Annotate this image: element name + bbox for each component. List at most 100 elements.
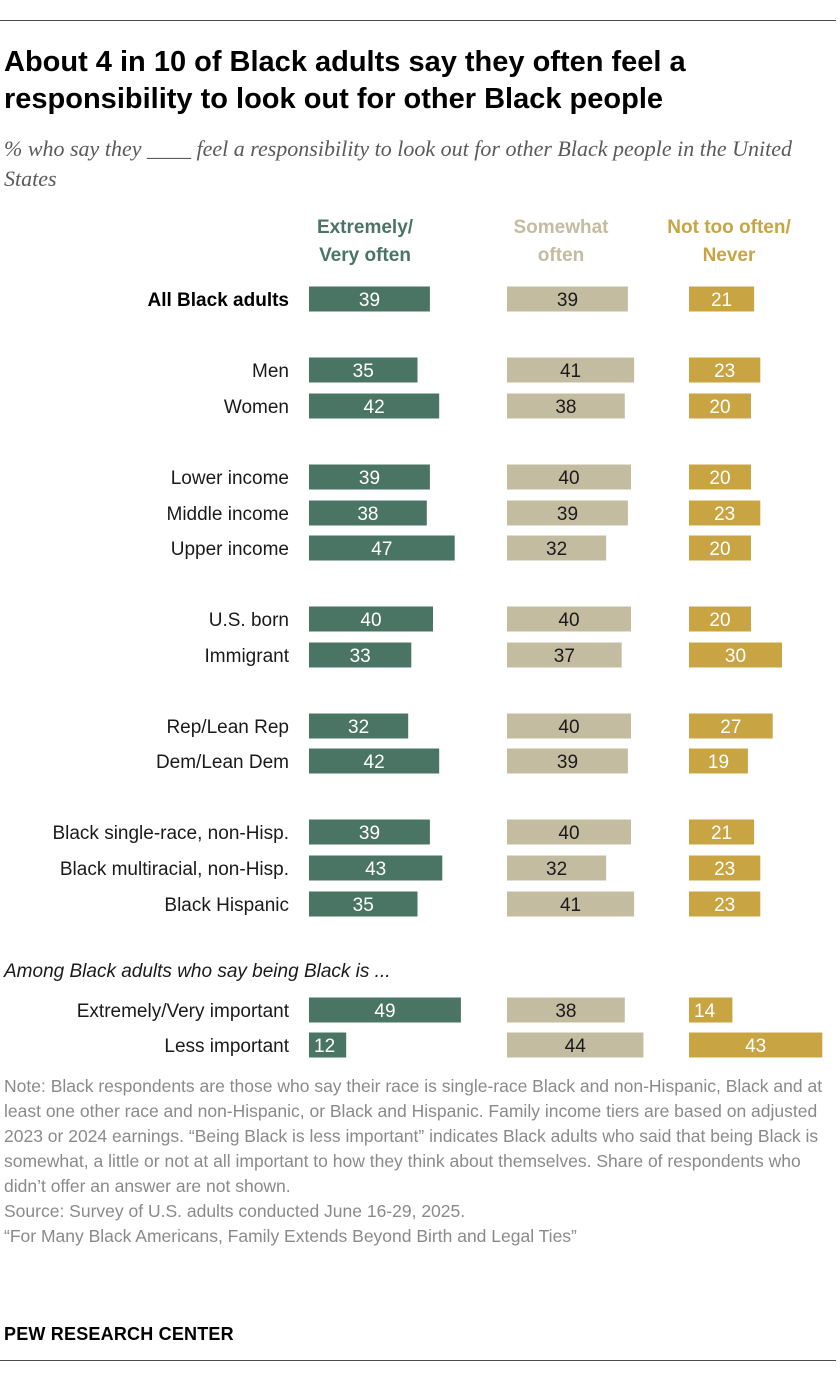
- bar-value-label: 40: [558, 717, 579, 738]
- bar-value-label: 19: [708, 752, 729, 773]
- row-label: U.S. born: [209, 610, 289, 631]
- bar-1: [309, 997, 461, 1023]
- bar-1: [309, 891, 418, 917]
- bar-value-label: 21: [711, 823, 732, 844]
- bar-1: [309, 286, 430, 312]
- bar-value-label: 47: [371, 539, 392, 560]
- bar-2: [507, 997, 625, 1023]
- row-label: Women: [224, 397, 289, 418]
- bar-value-label: 32: [546, 859, 567, 880]
- bar-value-label: 39: [359, 823, 380, 844]
- bar-1: [309, 500, 427, 526]
- bar-1: [309, 819, 430, 845]
- bar-value-label: 20: [709, 610, 730, 631]
- bar-value-label: 43: [745, 1036, 766, 1057]
- bar-1: [309, 393, 440, 419]
- row-label: Middle income: [167, 504, 290, 525]
- bar-2: [507, 464, 631, 490]
- bar-2: [507, 713, 631, 739]
- bar-value-label: 27: [720, 717, 741, 738]
- bar-3: [689, 535, 751, 561]
- bar-3: [689, 357, 761, 383]
- bar-2: [507, 357, 635, 383]
- bar-1: [309, 748, 440, 774]
- bar-value-label: 23: [714, 361, 735, 382]
- bar-value-label: 44: [565, 1036, 587, 1057]
- bar-value-label: 23: [714, 895, 735, 916]
- bar-value-label: 43: [365, 859, 386, 880]
- bar-1: [309, 855, 443, 881]
- bar-2: [507, 606, 631, 632]
- bar-value-label: 20: [709, 539, 730, 560]
- bar-value-label: 23: [714, 859, 735, 880]
- brand-logo-text: PEW RESEARCH CENTER: [4, 1324, 234, 1344]
- series-header-2: often: [538, 245, 584, 266]
- row-label: Upper income: [171, 539, 289, 560]
- bar-3: [689, 464, 751, 490]
- bar-value-label: 49: [374, 1001, 395, 1022]
- series-header-3: Not too often/: [667, 217, 791, 238]
- bar-value-label: 40: [558, 468, 579, 489]
- bar-chart: Extremely/Very often Somewhat often Not too…: [3, 217, 823, 1058]
- bar-value-label: 30: [725, 646, 746, 667]
- bar-value-label: 38: [555, 1001, 576, 1022]
- bar-3: [689, 891, 761, 917]
- bar-2: [507, 642, 622, 668]
- bar-value-label: 39: [359, 468, 380, 489]
- row-label: Immigrant: [205, 646, 290, 667]
- source-text: Source: Survey of U.S. adults conducted …: [4, 1201, 466, 1221]
- bar-3: [689, 855, 761, 881]
- row-label: Black Hispanic: [164, 895, 289, 916]
- bar-1: [309, 535, 455, 561]
- row-label: Men: [252, 361, 289, 382]
- bar-1: [309, 713, 409, 739]
- bar-2: [507, 891, 635, 917]
- bar-3: [689, 997, 733, 1023]
- chart-title: About 4 in 10 of Black adults say they o…: [4, 46, 686, 115]
- bar-value-label: 42: [364, 752, 385, 773]
- bar-3: [689, 1032, 823, 1058]
- row-label: Black multiracial, non-Hisp.: [60, 859, 289, 880]
- bar-3: [689, 819, 755, 845]
- series-header-1: Very often: [319, 245, 411, 266]
- bar-value-label: 35: [353, 361, 374, 382]
- bar-2: [507, 393, 625, 419]
- bar-value-label: 42: [364, 397, 385, 418]
- top-rule: [0, 20, 836, 21]
- row-label: All Black adults: [148, 290, 290, 311]
- row-label: Black single-race, non-Hisp.: [52, 823, 289, 844]
- bar-value-label: 23: [714, 504, 735, 525]
- bar-3: [689, 393, 751, 419]
- bar-1: [309, 357, 418, 383]
- bar-value-label: 39: [557, 290, 578, 311]
- bar-2: [507, 819, 631, 845]
- bar-2: [507, 286, 628, 312]
- bar-value-label: 39: [359, 290, 380, 311]
- bar-value-label: 39: [557, 752, 578, 773]
- bar-value-label: 40: [360, 610, 381, 631]
- bar-2: [507, 1032, 644, 1058]
- section-label: Among Black adults who say being Black i…: [3, 961, 391, 982]
- bar-2: [507, 748, 628, 774]
- bar-value-label: 14: [694, 1001, 716, 1022]
- bar-3: [689, 606, 751, 632]
- bar-value-label: 38: [357, 504, 378, 525]
- bar-value-label: 35: [353, 895, 374, 916]
- bar-value-label: 21: [711, 290, 732, 311]
- bar-value-label: 41: [560, 361, 581, 382]
- row-label: Lower income: [171, 468, 289, 489]
- bar-value-label: 37: [554, 646, 575, 667]
- bar-3: [689, 713, 773, 739]
- bar-value-label: 20: [709, 468, 730, 489]
- bar-3: [689, 286, 755, 312]
- bottom-rule: [0, 1360, 836, 1361]
- bar-value-label: 12: [314, 1036, 335, 1057]
- series-header-3: Never: [703, 245, 756, 266]
- bar-value-label: 32: [546, 539, 567, 560]
- bar-1: [309, 1032, 347, 1058]
- bar-1: [309, 642, 412, 668]
- chart-subtitle: % who say they ____ feel a responsibilit…: [4, 136, 792, 191]
- note-text: Note: Black respondents are those who sa…: [4, 1076, 823, 1196]
- bar-value-label: 38: [555, 397, 576, 418]
- bar-2: [507, 855, 607, 881]
